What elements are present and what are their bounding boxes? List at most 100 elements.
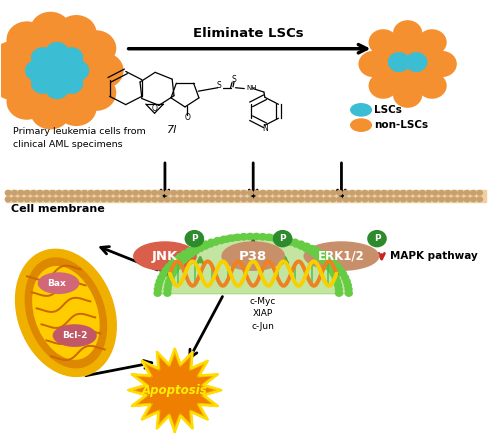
Circle shape (253, 196, 260, 202)
Circle shape (292, 196, 298, 202)
Circle shape (368, 190, 375, 196)
Circle shape (168, 270, 176, 278)
Circle shape (258, 233, 266, 240)
Circle shape (18, 196, 24, 202)
Circle shape (334, 282, 342, 289)
Circle shape (190, 196, 196, 202)
Circle shape (349, 196, 356, 202)
Circle shape (246, 233, 254, 240)
Circle shape (228, 196, 234, 202)
Circle shape (164, 196, 171, 202)
Circle shape (138, 196, 145, 202)
Circle shape (432, 190, 438, 196)
Text: N: N (262, 124, 268, 133)
Circle shape (336, 196, 343, 202)
Text: ERK1/2: ERK1/2 (318, 250, 365, 263)
Circle shape (272, 234, 280, 242)
Circle shape (168, 259, 176, 267)
Circle shape (159, 270, 168, 278)
Circle shape (336, 266, 344, 274)
Circle shape (306, 247, 315, 255)
Text: 7l: 7l (167, 125, 177, 135)
Circle shape (246, 233, 254, 240)
Circle shape (60, 73, 84, 94)
Circle shape (76, 75, 116, 111)
Circle shape (126, 190, 132, 196)
Circle shape (259, 233, 268, 240)
Circle shape (164, 190, 171, 196)
Text: O: O (184, 113, 190, 122)
Circle shape (174, 263, 182, 270)
Circle shape (208, 196, 216, 202)
Circle shape (297, 243, 306, 250)
Circle shape (165, 278, 173, 285)
Ellipse shape (24, 257, 107, 368)
Circle shape (264, 233, 272, 241)
Circle shape (25, 60, 48, 81)
Circle shape (4, 196, 12, 202)
Circle shape (36, 196, 44, 202)
Circle shape (106, 196, 114, 202)
Circle shape (202, 190, 209, 196)
Circle shape (212, 239, 220, 246)
Circle shape (342, 190, 349, 196)
Circle shape (380, 39, 436, 89)
Circle shape (190, 245, 198, 252)
Circle shape (190, 190, 196, 196)
Circle shape (234, 233, 242, 241)
Circle shape (30, 190, 37, 196)
Circle shape (311, 250, 319, 258)
Circle shape (220, 236, 228, 243)
Circle shape (36, 190, 44, 196)
Circle shape (470, 190, 477, 196)
Circle shape (145, 190, 152, 196)
Circle shape (30, 12, 71, 48)
Circle shape (201, 243, 209, 250)
Text: Bcl-2: Bcl-2 (62, 331, 88, 340)
Ellipse shape (351, 119, 372, 131)
Circle shape (81, 190, 88, 196)
Circle shape (322, 259, 330, 267)
Circle shape (226, 234, 234, 242)
Circle shape (207, 239, 216, 246)
Circle shape (406, 196, 413, 202)
Ellipse shape (304, 241, 380, 271)
Circle shape (374, 196, 381, 202)
Circle shape (362, 190, 368, 196)
Circle shape (349, 190, 356, 196)
Circle shape (176, 190, 184, 196)
Text: O: O (152, 103, 158, 113)
Circle shape (158, 190, 164, 196)
Circle shape (476, 190, 483, 196)
Circle shape (387, 196, 394, 202)
Circle shape (260, 196, 266, 202)
Circle shape (457, 190, 464, 196)
Circle shape (388, 52, 410, 72)
Circle shape (88, 196, 94, 202)
Circle shape (151, 190, 158, 196)
Circle shape (298, 196, 304, 202)
Circle shape (196, 243, 204, 250)
Circle shape (266, 190, 273, 196)
Circle shape (180, 250, 188, 258)
Circle shape (228, 234, 236, 242)
Circle shape (341, 274, 349, 281)
Circle shape (56, 190, 62, 196)
Polygon shape (133, 353, 216, 427)
Circle shape (418, 29, 446, 55)
Circle shape (126, 196, 132, 202)
Circle shape (56, 90, 96, 126)
Circle shape (444, 190, 452, 196)
Circle shape (324, 196, 330, 202)
Text: S: S (217, 81, 222, 91)
Circle shape (406, 190, 413, 196)
Ellipse shape (38, 272, 80, 294)
Circle shape (164, 282, 172, 289)
Circle shape (66, 60, 89, 81)
Circle shape (180, 256, 188, 264)
Circle shape (4, 190, 12, 196)
Circle shape (6, 21, 47, 57)
Circle shape (470, 196, 477, 202)
Circle shape (11, 196, 18, 202)
Circle shape (330, 270, 338, 278)
